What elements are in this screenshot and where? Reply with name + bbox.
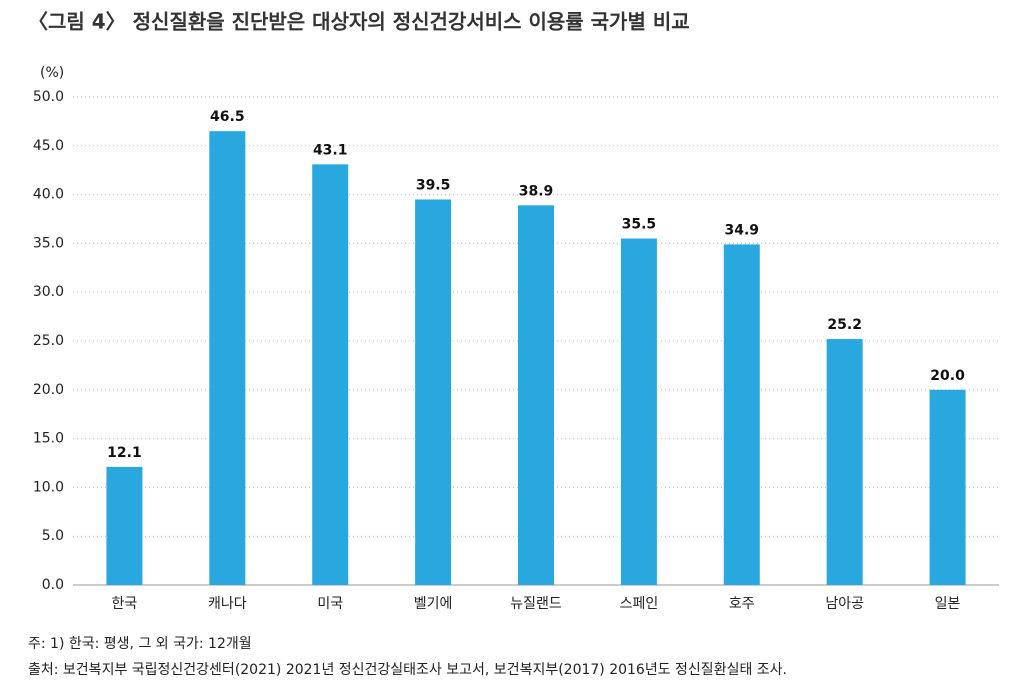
bar	[826, 339, 863, 585]
value-label: 12.1	[107, 445, 142, 461]
y-tick-label: 10.0	[33, 479, 64, 495]
y-tick-label: 20.0	[33, 382, 64, 398]
bar	[312, 164, 349, 585]
footnote: 주: 1) 한국: 평생, 그 외 국가: 12개월	[28, 636, 252, 652]
x-tick-label: 남아공	[825, 596, 864, 612]
value-label: 39.5	[416, 177, 451, 193]
x-tick-label: 미국	[317, 596, 343, 612]
value-label: 43.1	[313, 142, 348, 158]
y-tick-label: 30.0	[33, 284, 64, 300]
value-label: 34.9	[725, 222, 760, 238]
value-label: 38.9	[519, 183, 554, 199]
y-tick-label: 35.0	[33, 235, 64, 251]
y-tick-label: 40.0	[33, 187, 64, 203]
x-tick-label: 캐나다	[208, 596, 247, 612]
x-tick-label: 스페인	[620, 596, 659, 612]
x-tick-label: 일본	[935, 596, 961, 612]
y-tick-label: 25.0	[33, 333, 64, 349]
bar	[209, 131, 246, 585]
source-note: 출처: 보건복지부 국립정신건강센터(2021) 2021년 정신건강실태조사 …	[28, 662, 787, 678]
bar	[723, 244, 760, 585]
x-tick-label: 한국	[112, 596, 138, 612]
x-tick-label: 벨기에	[414, 596, 453, 612]
y-axis-unit: (%)	[40, 65, 64, 81]
chart-title: 〈그림 4〉 정신질환을 진단받은 대상자의 정신건강서비스 이용률 국가별 비…	[28, 10, 690, 34]
y-tick-label: 0.0	[42, 577, 64, 593]
y-tick-label: 45.0	[33, 138, 64, 154]
x-tick-label: 뉴질랜드	[510, 596, 562, 612]
bar	[518, 205, 554, 585]
bar	[415, 199, 452, 586]
bar	[620, 238, 657, 585]
value-label: 46.5	[210, 109, 245, 125]
y-tick-label: 5.0	[42, 528, 64, 544]
y-tick-label: 15.0	[33, 431, 64, 447]
y-tick-label: 50.0	[33, 89, 64, 105]
bar	[929, 389, 966, 585]
value-label: 25.2	[827, 317, 862, 333]
x-tick-label: 호주	[729, 596, 755, 612]
value-label: 20.0	[930, 368, 965, 384]
value-label: 35.5	[622, 217, 657, 233]
bar	[106, 466, 143, 585]
